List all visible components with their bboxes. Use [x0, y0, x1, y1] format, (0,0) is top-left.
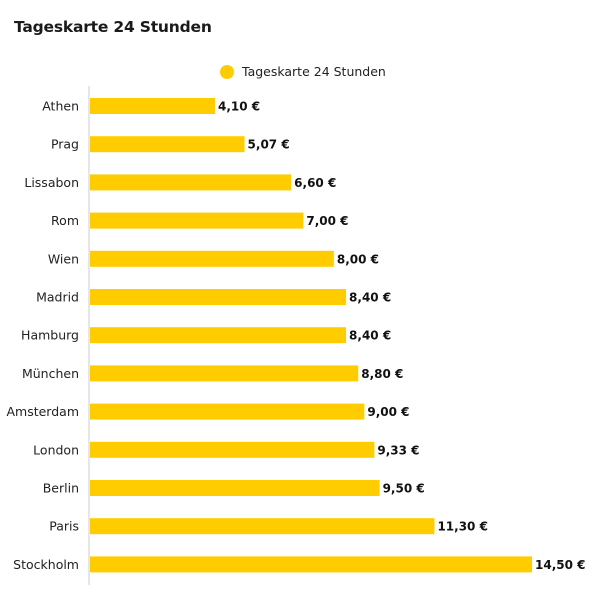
- data-label: 5,07 €: [248, 138, 290, 152]
- bar: [90, 289, 347, 305]
- data-label: 9,00 €: [367, 405, 409, 419]
- bar: [90, 403, 365, 420]
- bar: [90, 518, 435, 535]
- legend-label: Tageskarte 24 Stunden: [242, 64, 386, 79]
- chart-title: Tageskarte 24 Stunden: [14, 18, 212, 36]
- data-label: 8,40 €: [349, 291, 391, 305]
- category-label: Athen: [42, 99, 79, 114]
- category-label: Paris: [49, 519, 79, 534]
- category-label: Hamburg: [21, 328, 79, 343]
- bar: [90, 556, 532, 573]
- category-label: Prag: [51, 137, 79, 152]
- data-label: 8,00 €: [337, 252, 379, 266]
- category-label: Rom: [51, 213, 79, 228]
- bar: [90, 174, 292, 191]
- legend-swatch-icon: [220, 64, 234, 79]
- category-label: Stockholm: [13, 557, 79, 572]
- category-label: Berlin: [43, 481, 79, 496]
- data-label: 4,10 €: [218, 100, 260, 114]
- data-label: 6,60 €: [294, 176, 336, 190]
- category-label: Madrid: [36, 290, 79, 305]
- category-label: London: [33, 442, 79, 457]
- category-label: Amsterdam: [6, 404, 79, 419]
- data-label: 9,50 €: [383, 482, 425, 496]
- category-label: Lissabon: [24, 175, 79, 190]
- bar: [90, 441, 375, 458]
- bar: [90, 98, 215, 114]
- data-label: 11,30 €: [437, 520, 487, 534]
- data-label: 8,80 €: [361, 367, 403, 381]
- legend: Tageskarte 24 Stunden: [220, 64, 386, 79]
- bar: [90, 212, 304, 229]
- bar: [90, 327, 347, 344]
- bar: [90, 136, 245, 153]
- bar: [90, 250, 334, 267]
- category-label: Wien: [48, 251, 79, 266]
- data-label: 14,50 €: [535, 558, 585, 572]
- bar: [90, 365, 359, 382]
- category-label: München: [22, 366, 79, 381]
- data-label: 8,40 €: [349, 329, 391, 343]
- data-label: 9,33 €: [377, 443, 419, 457]
- data-label: 7,00 €: [306, 214, 348, 228]
- bar: [90, 480, 380, 496]
